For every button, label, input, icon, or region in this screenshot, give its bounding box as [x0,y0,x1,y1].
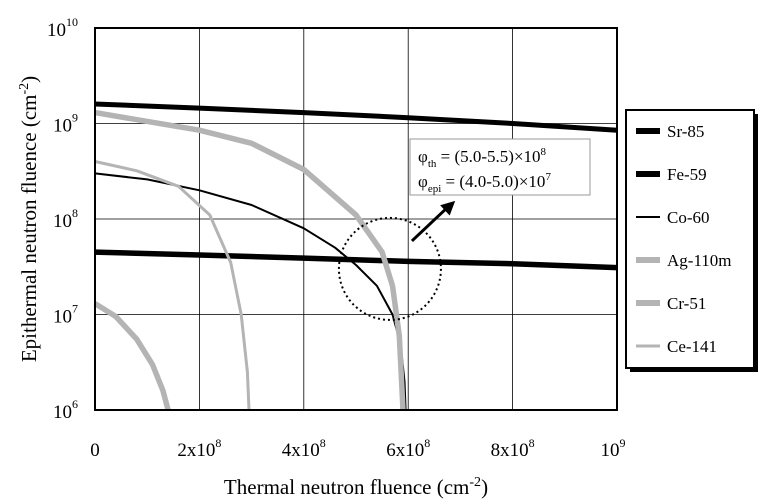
annotation: φth = (5.0-5.5)×108 φepi = (4.0-5.0)×107 [409,138,591,196]
annotation-arrow [410,204,451,243]
legend-shadow-right [754,114,758,372]
y-axis-title: Epithermal neutron fluence (cm-2) [17,76,41,362]
x-tick-label: 0 [90,440,100,461]
series-line-ag-110m [94,109,406,411]
y-tick-label: 109 [53,111,78,137]
series-layer [93,101,618,411]
y-tick-label: 106 [53,397,78,423]
legend-label: Ag-110m [667,251,732,270]
x-axis-title: Thermal neutron fluence (cm-2) [224,475,488,499]
legend-label: Cr-51 [667,294,706,313]
annotation-arrowhead [440,200,456,216]
y-tick-label: 108 [53,206,78,232]
x-tick-labels: 0 2x108 4x108 6x108 8x108 109 [90,436,625,461]
legend-box [625,109,755,369]
x-tick-label: 4x108 [282,436,326,461]
legend-shadow-bottom [630,368,758,372]
series-line-cr-51 [93,301,171,411]
y-tick-labels: 106 107 108 109 1010 [47,15,78,423]
x-tick-label: 109 [601,436,626,461]
y-tick-label: 1010 [47,15,78,41]
annotation-phi-epi: φepi = (4.0-5.0)×107 [418,171,551,195]
legend-label: Fe-59 [667,165,707,184]
x-tick-label: 8x108 [491,436,535,461]
y-tick-label: 107 [53,302,78,328]
annotation-circle [337,216,442,321]
annotation-phi-th: φth = (5.0-5.5)×108 [418,146,547,170]
series-line-fe-59 [94,249,618,271]
legend-label: Sr-85 [667,122,704,141]
legend: Sr-85 Fe-59 Co-60 Ag-110m Cr-51 Ce-141 [625,109,758,372]
series-line-ce-141 [94,160,251,411]
annotation-marks [337,200,456,321]
legend-label: Ce-141 [667,337,717,356]
plot-frame [94,27,618,411]
series-line-sr-85 [94,101,618,133]
x-tick-label: 6x108 [386,436,430,461]
annotation-box [409,138,591,196]
legend-label: Co-60 [667,208,710,227]
x-tick-label: 2x108 [177,436,221,461]
